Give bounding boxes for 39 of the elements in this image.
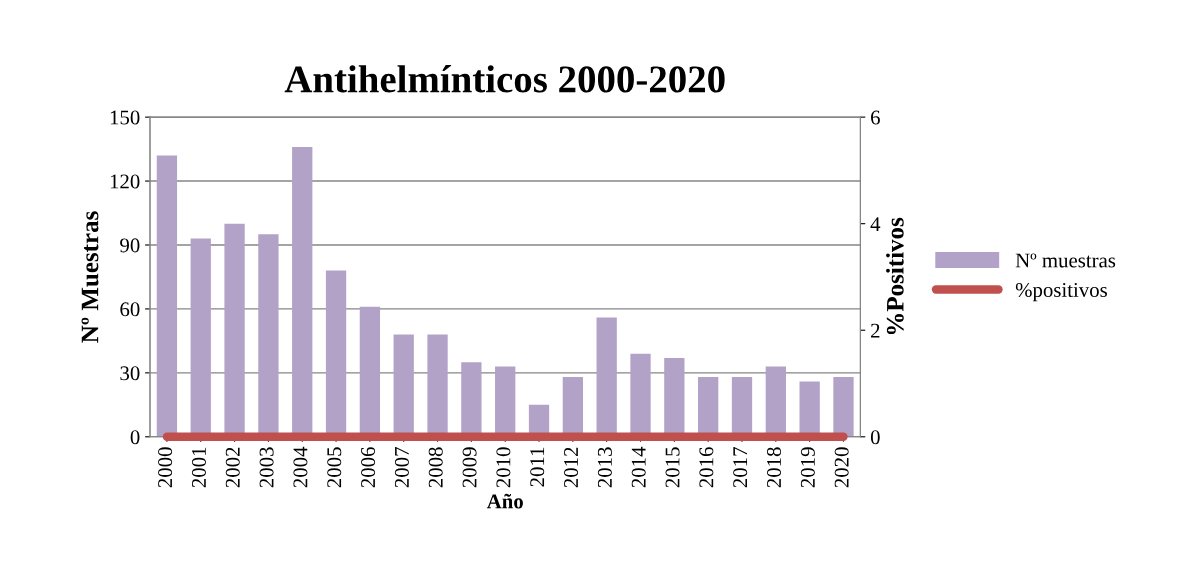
y2-tick-label: 4 xyxy=(870,217,881,231)
x-tick-label: 2004 xyxy=(293,446,308,488)
y-tick-label: 30 xyxy=(120,366,140,381)
x-tick-label: 2001 xyxy=(191,447,206,488)
x-tick-label: 2003 xyxy=(259,447,274,488)
x-tick-label: 2010 xyxy=(496,447,511,488)
x-tick-label: 2017 xyxy=(733,447,748,488)
x-tick-label: 2013 xyxy=(597,447,612,488)
x-tick-label: 2007 xyxy=(394,447,409,488)
x-tick-label: 2012 xyxy=(564,447,579,488)
legend-label: %positivos xyxy=(1015,282,1107,302)
y2-tick-label: 0 xyxy=(870,430,880,445)
x-tick-label: 2006 xyxy=(361,447,376,488)
x-tick-label: 2019 xyxy=(800,447,815,488)
y-tick-label: 150 xyxy=(110,110,140,125)
y2-axis-title: %Positivos xyxy=(886,217,904,335)
y-tick-label: 120 xyxy=(110,174,140,189)
x-tick-label: 2011 xyxy=(530,447,545,487)
x-tick-label: 2020 xyxy=(834,447,849,488)
y2-tick-label: 2 xyxy=(871,323,880,338)
y-tick-label: 60 xyxy=(120,302,140,317)
y-tick-label: 90 xyxy=(120,238,140,253)
y2-tick-label: 6 xyxy=(871,110,880,125)
x-tick-label: 2014 xyxy=(631,446,646,488)
x-tick-label: 2009 xyxy=(462,447,477,488)
chart-title: Antihelmínticos 2000-2020 xyxy=(284,65,725,93)
x-tick-label: 2000 xyxy=(158,447,173,488)
bar xyxy=(156,155,178,437)
x-tick-label: 2018 xyxy=(766,447,782,488)
y-axis-title: Nº Muestras xyxy=(81,211,99,343)
bar xyxy=(833,377,854,437)
legend-label: Nº muestras xyxy=(1015,253,1116,268)
y-tick-label: 0 xyxy=(130,430,140,445)
x-axis-title: Año xyxy=(486,493,523,509)
x-tick-label: 2015 xyxy=(665,447,680,488)
x-tick-label: 2016 xyxy=(699,447,714,488)
x-tick-label: 2002 xyxy=(225,447,240,488)
x-tick-label: 2005 xyxy=(327,447,342,488)
x-tick-label: 2008 xyxy=(428,447,443,488)
